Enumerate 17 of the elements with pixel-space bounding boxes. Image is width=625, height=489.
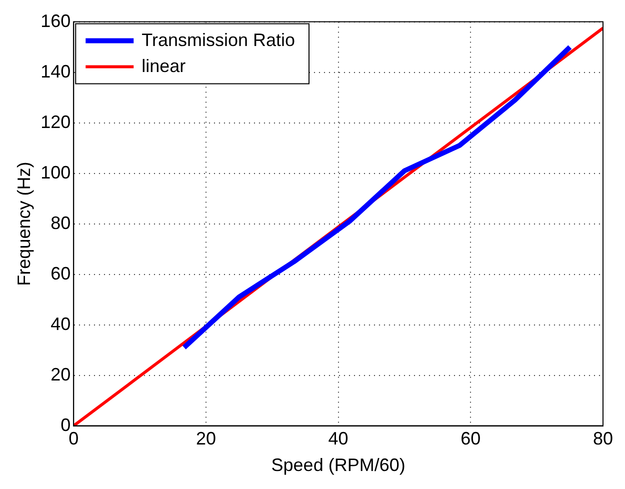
y-tick-label: 80 [50, 212, 71, 233]
y-axis-title: Frequency (Hz) [14, 162, 34, 286]
y-tick-label: 120 [40, 112, 71, 132]
y-tick-label: 100 [40, 162, 71, 182]
y-tick-label: 160 [40, 10, 71, 31]
x-axis-title: Speed (RPM/60) [271, 455, 406, 476]
x-tick-label: 80 [592, 428, 614, 449]
y-tick-label: 20 [50, 364, 71, 384]
legend-label: linear [142, 56, 186, 76]
y-tick-label: 60 [50, 263, 71, 284]
y-tick-label: 0 [60, 414, 71, 435]
x-tick-label: 40 [328, 428, 348, 449]
y-tick-label: 140 [40, 61, 71, 82]
legend-label: Transmission Ratio [142, 30, 296, 50]
y-tick-label: 40 [50, 314, 71, 334]
x-tick-label: 20 [196, 428, 216, 449]
x-tick-label: 60 [460, 428, 481, 449]
